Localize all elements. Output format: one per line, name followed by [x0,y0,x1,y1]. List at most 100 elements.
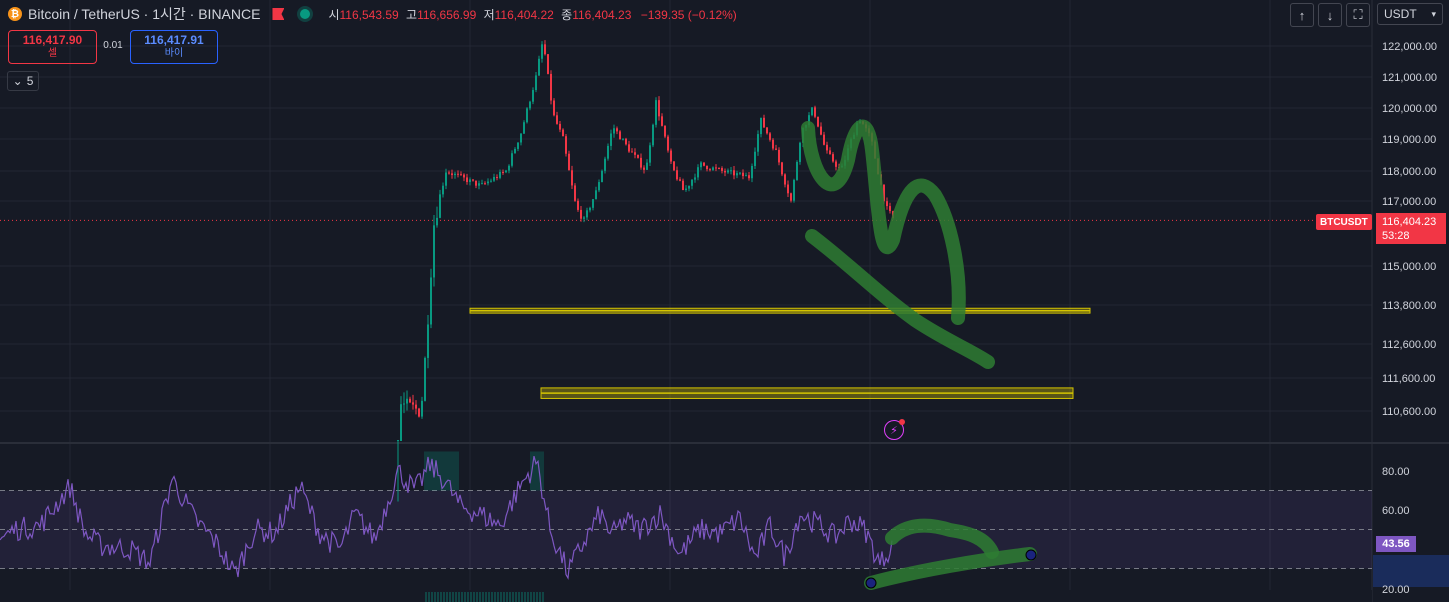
price-tick-label: 119,000.00 [1382,134,1436,146]
candle-body [556,115,558,124]
volume-bar [467,592,469,602]
drawing-rsi-upper [885,518,999,559]
candle-body [607,145,609,159]
candle-body [790,193,792,201]
candle-body [430,277,432,325]
candle-body [508,165,510,171]
candle-body [694,177,696,180]
volume-bar [428,592,430,602]
volume-bar [533,592,535,602]
bitcoin-icon[interactable]: ₿ [8,7,22,21]
candle-body [652,124,654,146]
candle-body [772,139,774,149]
symbol-title[interactable]: Bitcoin / TetherUS · 1시간 · BINANCE [28,6,261,22]
candle-body [736,173,738,176]
candle-body [724,170,726,173]
scroll-up-button[interactable]: ↑ [1290,3,1314,27]
candle-body [625,138,627,145]
indicators-toggle[interactable]: ⌄ 5 [7,71,39,91]
candle-body [601,170,603,183]
volume-bar [530,592,532,602]
spread-value: 0.01 [103,40,123,51]
close-value: 116,404.23 [572,7,632,22]
candle-body [421,400,423,417]
candle-body [520,133,522,143]
candle-body [538,58,540,76]
candle-body [415,404,417,409]
candle-body [775,148,777,150]
volume-bar [494,592,496,602]
candle-body [427,324,429,358]
scroll-down-button[interactable]: ↓ [1318,3,1342,27]
candle-body [718,168,720,170]
rsi-tick-label: 80.00 [1382,466,1410,478]
candle-body [550,73,552,101]
candle-body [451,173,453,176]
last-price: 116,404.23 [1382,216,1437,228]
candle-body [592,199,594,208]
buy-button[interactable]: 116,417.91 바이 [130,30,218,64]
arrow-down-icon: ↓ [1326,7,1334,23]
volume-bar [503,592,505,602]
fullscreen-button[interactable]: ⛶ [1346,3,1370,27]
volume-bar [482,592,484,602]
candle-body [739,172,741,174]
sell-button[interactable]: 116,417.90 셀 [8,30,97,64]
candle-body [448,172,450,174]
volume-bar [524,592,526,602]
volume-bar [521,592,523,602]
candle-body [463,174,465,178]
candle-body [475,180,477,186]
volume-bar [479,592,481,602]
rsi-tick-label: 60.00 [1382,505,1410,517]
candle-body [640,157,642,168]
candle-body [706,165,708,170]
ohlc-readout: 시116,543.59 고116,656.99 저116,404.22 종116… [324,6,736,23]
candle-body [604,158,606,171]
candle-body [811,107,813,116]
flash-icon[interactable]: ⚡ [884,419,905,440]
candle-body [679,179,681,181]
buy-price: 116,417.91 [144,33,204,47]
candle-body [712,167,714,170]
candle-body [814,107,816,117]
candle-body [649,145,651,163]
candle-body [400,404,402,441]
candle-body [541,44,543,59]
candle-body [697,167,699,178]
volume-bar [518,592,520,602]
candle-body [781,162,783,175]
currency-select[interactable]: USDT ▾ [1377,3,1443,25]
candle-body [808,115,810,126]
volume-bar [509,592,511,602]
drawing-stroke-trend [805,229,995,369]
candle-body [577,200,579,210]
candle-body [730,170,732,172]
candle-body [562,129,564,137]
candle-body [661,116,663,126]
volume-bar [485,592,487,602]
candle-body [646,162,648,170]
candle-body [586,210,588,218]
chevron-down-icon: ⌄ [12,74,23,88]
candle-body [397,440,399,441]
volume-bar [491,592,493,602]
candle-body [763,117,765,128]
candle-body [673,161,675,171]
candle-body [553,100,555,116]
candle-body [499,171,501,178]
volume-bar [542,592,544,602]
candle-body [820,126,822,135]
candle-body [685,188,687,191]
candle-body [406,398,408,404]
candle-body [544,44,546,55]
candle-body [487,181,489,184]
candle-body [436,217,438,226]
candle-body [529,101,531,109]
flag-icon[interactable] [272,8,285,20]
candle-body [481,183,483,185]
price-tick-label: 120,000.00 [1382,103,1437,115]
candle-body [715,167,717,169]
candle-body [721,168,723,171]
